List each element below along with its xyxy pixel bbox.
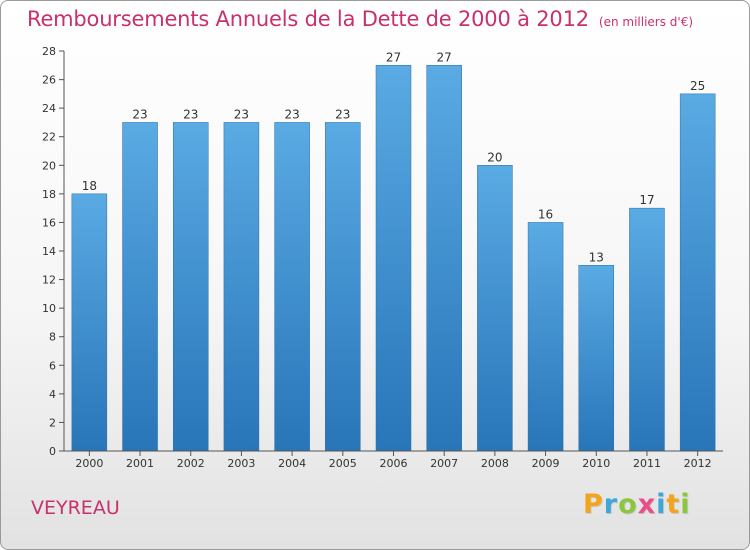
logo-letter: x [637, 489, 657, 520]
x-tick-label-2005: 2005 [329, 457, 357, 470]
y-tick-label: 14 [42, 245, 56, 258]
bar-2001 [122, 122, 158, 452]
logo-letter: i [680, 489, 691, 520]
y-tick-label: 24 [42, 102, 56, 115]
bar-2004 [274, 122, 310, 452]
x-tick-label-2008: 2008 [481, 457, 509, 470]
x-tick-label-2011: 2011 [633, 457, 661, 470]
y-tick-label: 6 [49, 359, 56, 372]
x-tick-label-2003: 2003 [227, 457, 255, 470]
y-tick-label: 22 [42, 131, 56, 144]
value-label-2008: 20 [487, 150, 502, 164]
y-tick-label: 28 [42, 45, 56, 58]
value-label-2007: 27 [437, 50, 452, 64]
chart-subtitle: (en milliers d'€) [598, 15, 694, 29]
y-tick-label: 10 [42, 302, 56, 315]
value-label-2009: 16 [538, 207, 553, 221]
value-label-2012: 25 [690, 79, 705, 93]
value-label-2010: 13 [589, 250, 604, 264]
logo-letter: t [666, 489, 681, 520]
bar-2010 [578, 265, 615, 452]
y-tick-label: 2 [49, 416, 56, 429]
x-tick-label-2004: 2004 [278, 457, 306, 470]
x-tick-label-2001: 2001 [126, 457, 154, 470]
y-tick-label: 8 [49, 331, 56, 344]
y-tick-label: 20 [42, 159, 56, 172]
bar-2012 [679, 93, 716, 452]
logo-letter: r [603, 489, 619, 520]
bar-2002 [172, 122, 209, 452]
value-label-2005: 23 [335, 107, 350, 121]
y-tick-label: 18 [42, 188, 56, 201]
bar-2009 [527, 222, 564, 452]
value-label-2001: 23 [132, 107, 147, 121]
x-tick-label-2010: 2010 [582, 457, 610, 470]
logo-letter: P [583, 489, 604, 520]
y-tick-label: 26 [42, 74, 56, 87]
y-tick-label: 16 [42, 216, 56, 229]
bar-2000 [71, 193, 108, 452]
bar-2006 [375, 65, 412, 452]
logo-letter: i [656, 489, 667, 520]
value-label-2006: 27 [386, 50, 401, 64]
value-label-2002: 23 [183, 107, 198, 121]
x-tick-label-2009: 2009 [532, 457, 560, 470]
bar-2008 [477, 165, 513, 452]
chart-title: Remboursements Annuels de la Dette de 20… [27, 7, 589, 31]
x-tick-label-2002: 2002 [177, 457, 205, 470]
x-tick-label-2000: 2000 [75, 457, 103, 470]
value-label-2003: 23 [234, 107, 249, 121]
bar-2007 [426, 65, 462, 452]
proxiti-logo[interactable]: Proxiti [583, 489, 691, 520]
y-tick-label: 0 [49, 445, 56, 458]
value-label-2000: 18 [82, 179, 97, 193]
x-tick-label-2012: 2012 [684, 457, 712, 470]
bar-2005 [325, 122, 361, 452]
logo-letter: o [618, 489, 638, 520]
bar-2011 [629, 207, 665, 452]
value-label-2004: 23 [284, 107, 299, 121]
bar-2003 [223, 122, 260, 452]
x-tick-label-2007: 2007 [430, 457, 458, 470]
y-tick-label: 4 [49, 388, 56, 401]
town-name: VEYREAU [31, 497, 120, 519]
value-label-2011: 17 [639, 193, 654, 207]
y-tick-label: 12 [42, 274, 56, 287]
x-tick-label-2006: 2006 [380, 457, 408, 470]
title-row: Remboursements Annuels de la Dette de 20… [27, 7, 693, 31]
